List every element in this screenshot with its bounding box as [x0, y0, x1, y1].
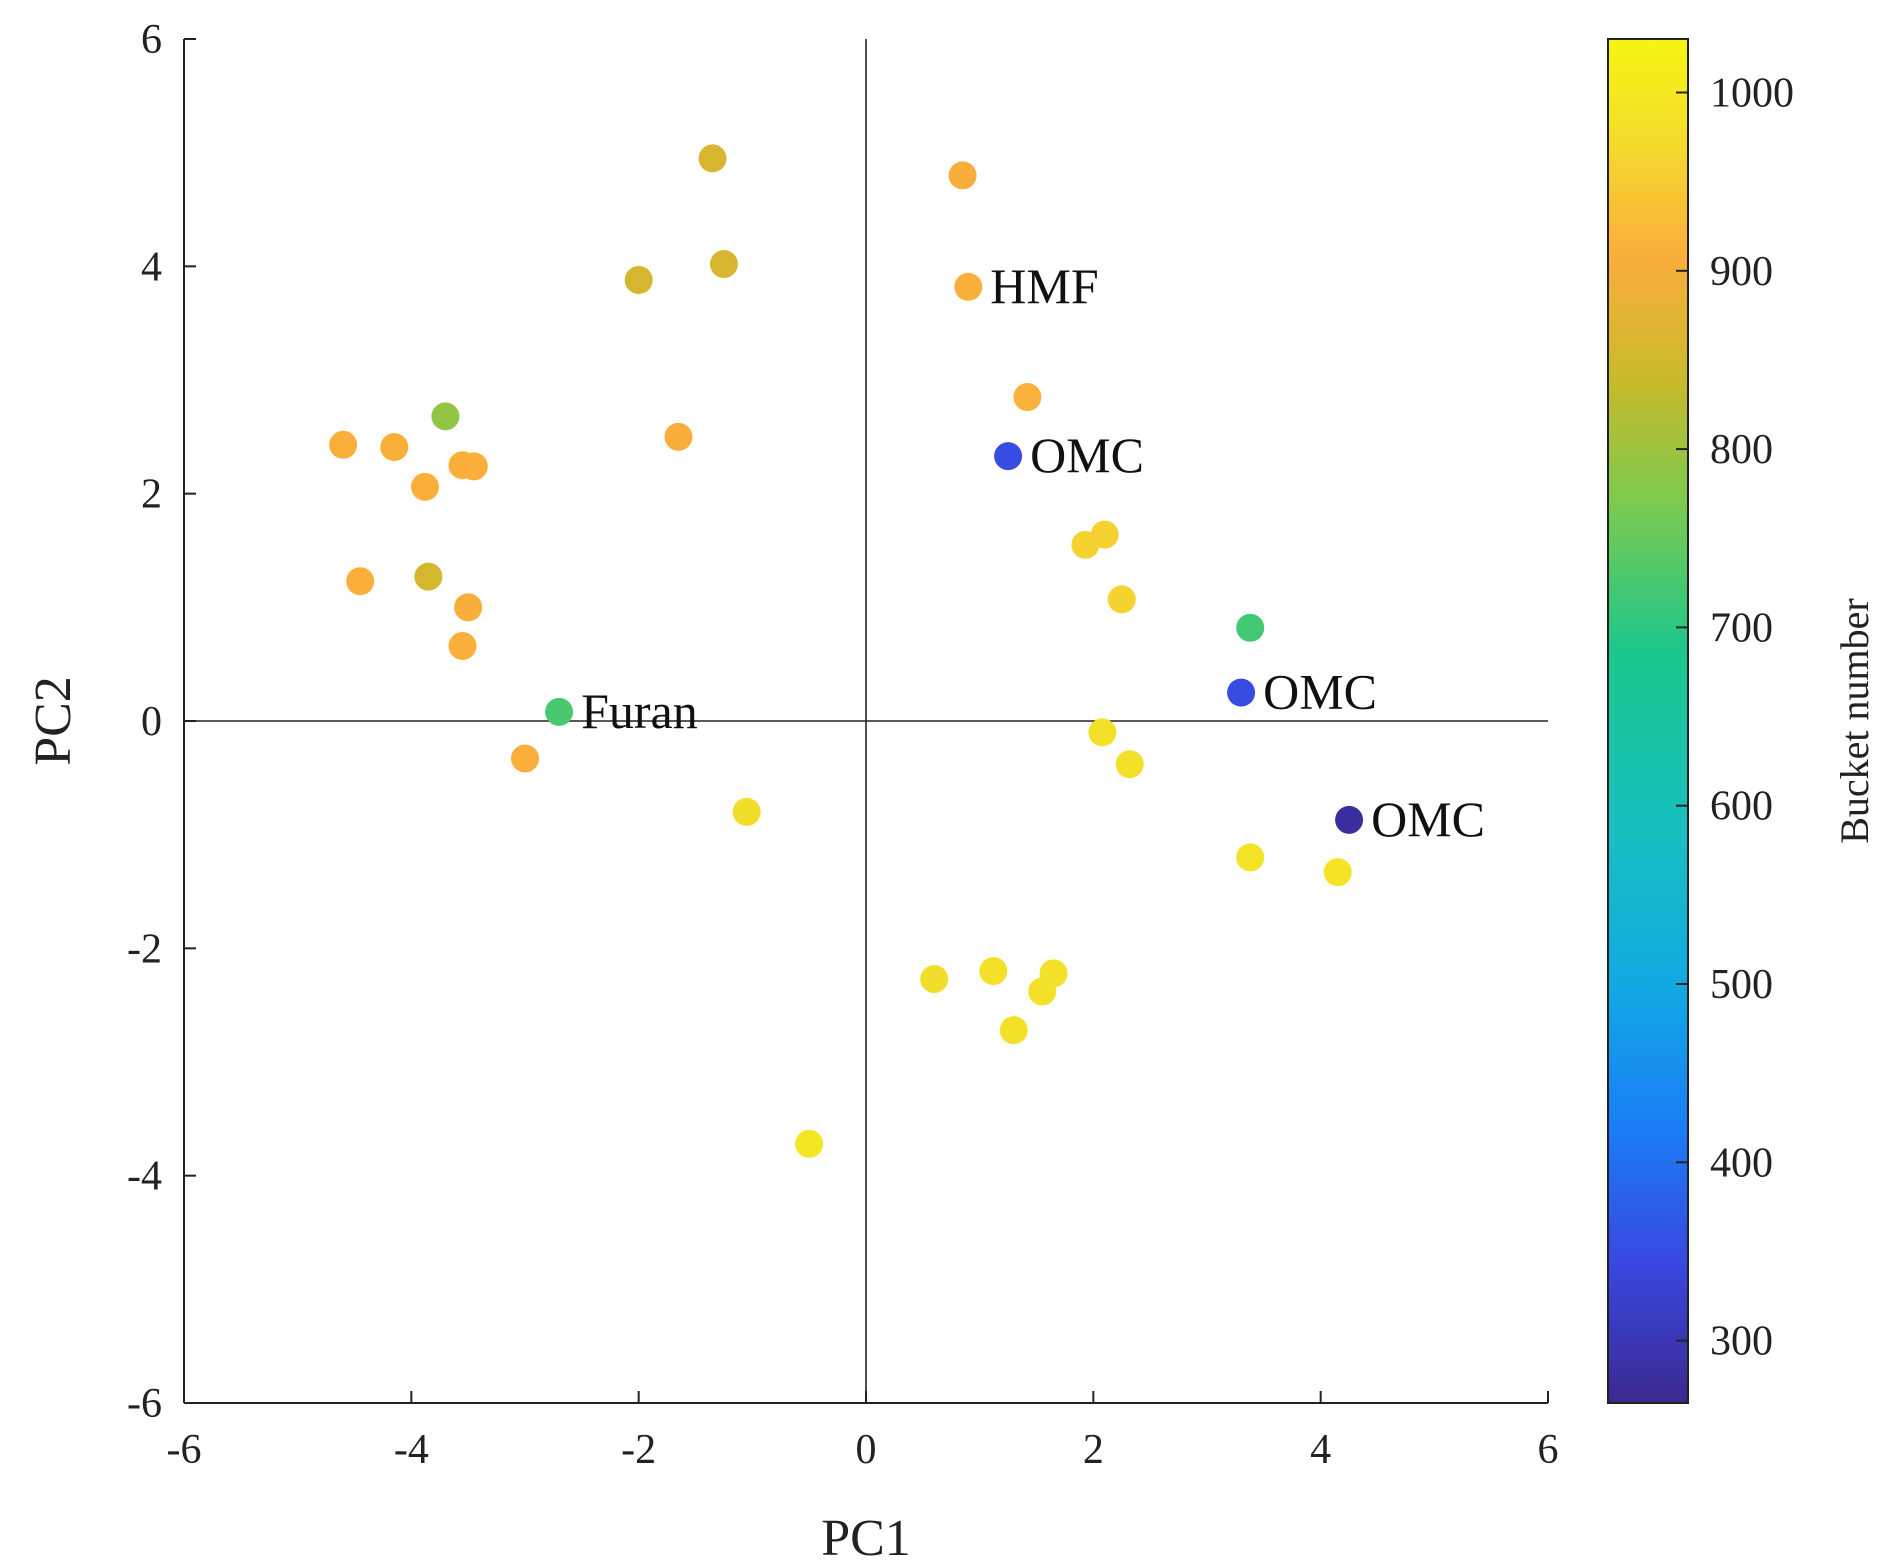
scatter-point [380, 433, 409, 462]
scatter-point [994, 442, 1023, 471]
scatter-point [346, 567, 375, 596]
x-tick-label: 0 [856, 1427, 877, 1473]
scatter-point [545, 697, 574, 726]
scatter-point [1227, 678, 1256, 707]
scatter-point [1107, 585, 1136, 614]
scatter-point [1236, 613, 1265, 642]
y-axis-title: PC2 [25, 676, 82, 766]
x-axis-title: PC1 [821, 1510, 911, 1567]
y-ticks: 6 4 2 0 -2 -4 -6 [127, 17, 196, 1427]
colorbar: 1000 900 800 700 600 500 400 300 Bucket number [1607, 38, 1877, 1404]
point-label: OMC [1030, 427, 1144, 483]
colorbar-ticks: 1000 900 800 700 600 500 400 300 [1676, 70, 1794, 1365]
colorbar-tick-label: 500 [1710, 962, 1773, 1008]
scatter-point [709, 250, 738, 279]
scatter-point [511, 744, 539, 773]
scatter-point [448, 631, 477, 660]
colorbar-tick-label: 1000 [1710, 70, 1794, 116]
x-tick-label: 6 [1538, 1427, 1559, 1473]
y-tick-label: -6 [127, 1381, 162, 1427]
y-tick-label: -4 [127, 1154, 162, 1200]
point-labels: HMF OMC Furan OMC OMC [581, 258, 1485, 847]
colorbar-tick-label: 600 [1710, 784, 1773, 830]
scatter-point [920, 965, 949, 994]
scatter-point [1335, 805, 1364, 834]
scatter-point [664, 422, 693, 451]
data-points [329, 144, 1364, 1158]
scatter-point [329, 430, 358, 459]
scatter-point [954, 272, 983, 301]
colorbar-title: Bucket number [1832, 598, 1877, 844]
x-tick-label: -6 [167, 1427, 202, 1473]
scatter-point [698, 144, 727, 173]
scatter-point [1090, 520, 1119, 549]
scatter-point [1323, 858, 1352, 887]
y-tick-label: 4 [141, 244, 162, 290]
point-label: HMF [990, 258, 1098, 314]
y-tick-label: -2 [127, 926, 162, 972]
scatter-point [1115, 750, 1144, 779]
scatter-point [1088, 718, 1117, 747]
scatter-point [732, 797, 761, 826]
scatter-point [1236, 843, 1265, 872]
scatter-point [459, 452, 488, 481]
x-tick-label: -2 [621, 1427, 656, 1473]
scatter-point [979, 957, 1008, 986]
y-tick-label: 6 [141, 17, 162, 63]
colorbar-tick-label: 300 [1710, 1319, 1773, 1365]
scatter-point [414, 562, 443, 591]
colorbar-gradient [1607, 38, 1689, 1404]
scatter-point [410, 472, 439, 501]
plot-area: -6 -4 -2 0 2 4 6 6 4 2 0 -2 -4 -6 HMF OMC Furan OMC OMC [127, 17, 1559, 1473]
point-label: OMC [1371, 791, 1485, 847]
scatter-point [454, 593, 483, 622]
y-tick-label: 2 [141, 472, 162, 518]
colorbar-tick-label: 800 [1710, 427, 1773, 473]
x-tick-label: -4 [394, 1427, 429, 1473]
scatter-point [999, 1016, 1028, 1045]
y-tick-label: 0 [141, 699, 162, 745]
scatter-point [948, 161, 977, 190]
scatter-point [1028, 977, 1057, 1006]
scatter-point [624, 265, 653, 294]
scatter-point [795, 1129, 824, 1158]
x-ticks: -6 -4 -2 0 2 4 6 [167, 1391, 1559, 1473]
scatter-point [1013, 383, 1042, 412]
point-label: Furan [581, 683, 698, 739]
colorbar-tick-label: 900 [1710, 249, 1773, 295]
colorbar-tick-label: 700 [1710, 605, 1773, 651]
point-label: OMC [1263, 664, 1377, 720]
x-tick-label: 4 [1310, 1427, 1331, 1473]
scatter-point [431, 402, 460, 431]
colorbar-tick-label: 400 [1710, 1140, 1773, 1186]
x-tick-label: 2 [1083, 1427, 1104, 1473]
